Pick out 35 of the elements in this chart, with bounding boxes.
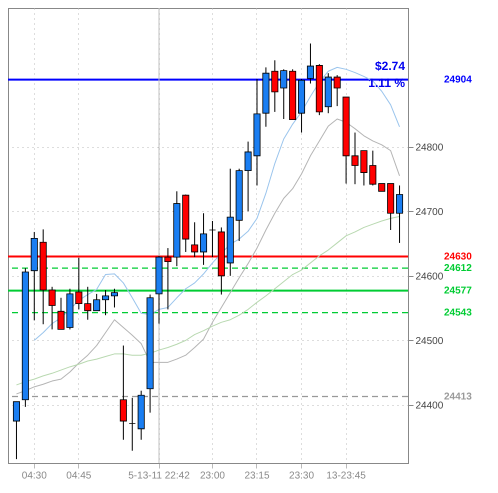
candlestick (48, 286, 56, 330)
candlestick (360, 150, 368, 186)
candlestick (120, 345, 127, 440)
ref-line-label: 24543 (444, 308, 472, 319)
annotation: 1.11 % (368, 76, 406, 90)
candlestick (351, 132, 359, 185)
candlestick (12, 401, 20, 460)
ref-line-label: 24577 (444, 286, 472, 297)
candlestick (102, 290, 110, 316)
ref-line-label: 24630 (444, 251, 472, 262)
candlestick (208, 220, 216, 258)
ref-line-label: 24904 (444, 74, 472, 86)
y-tick-label: 24600 (416, 271, 444, 282)
y-tick-label: 24400 (416, 400, 444, 412)
x-tick-label: 5-13-11 22:42 (128, 470, 190, 482)
y-tick-label: 24700 (416, 206, 444, 218)
x-tick-label: 04:45 (66, 470, 92, 482)
candlestick (396, 184, 404, 244)
candlestick (110, 288, 118, 308)
candlestick (57, 297, 65, 330)
line-series (16, 216, 400, 386)
candlestick (128, 397, 136, 452)
candlestick (244, 141, 252, 212)
x-tick-label: 04:30 (22, 470, 48, 482)
x-tick-label: 13-23:45 (326, 470, 366, 482)
annotation: $2.74 (374, 59, 406, 73)
candlestick (306, 42, 314, 84)
y-tick-label: 24800 (416, 142, 444, 154)
ref-line-label: 24612 (444, 263, 472, 274)
y-tick-label: 24500 (416, 336, 444, 347)
x-tick-label: 23:30 (289, 470, 314, 482)
x-tick-label: 23:00 (200, 470, 226, 482)
ref-line-label: 24413 (444, 392, 472, 403)
x-tick-label: 23:15 (244, 470, 270, 482)
candlestick (200, 212, 208, 266)
